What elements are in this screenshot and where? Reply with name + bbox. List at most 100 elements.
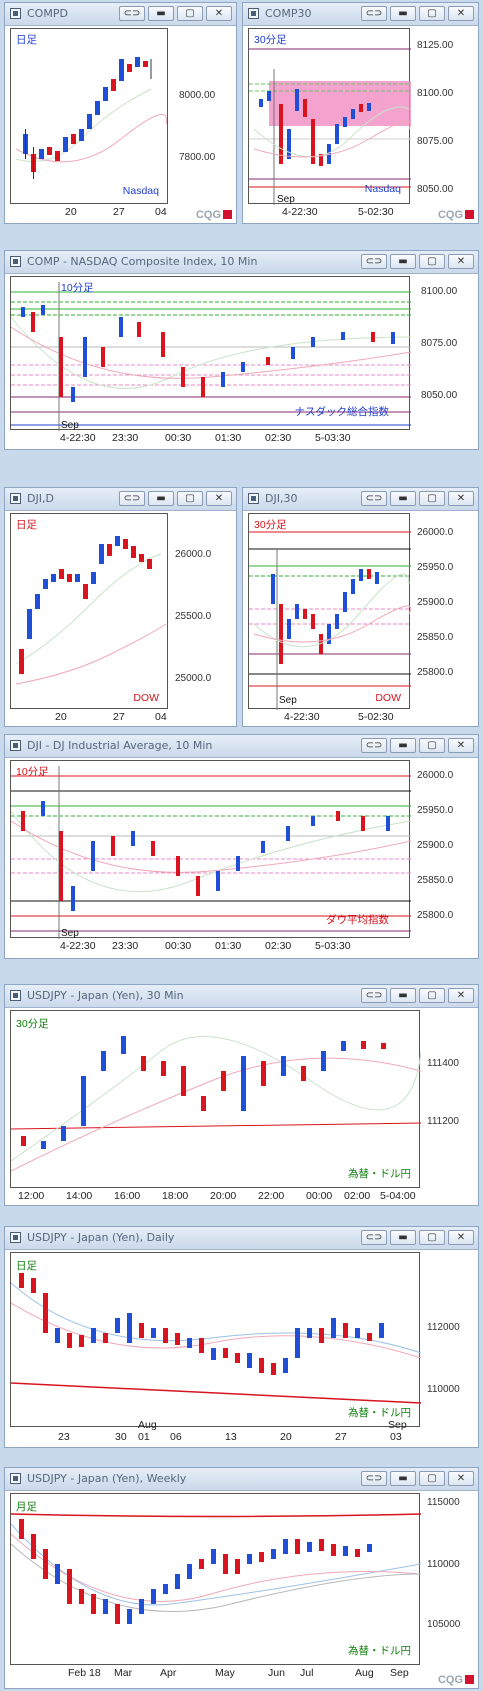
maximize-button[interactable]: ▢ [177,491,203,506]
window-app-icon [248,8,259,19]
y-axis: 26000.0 25950.0 25900.0 25850.0 25800.0 [413,760,475,938]
title-bar[interactable]: USDJPY - Japan (Yen), 30 Min ⊂⊃ ▬ ▢ ✕ [5,985,478,1008]
index-label: ナスダック総合指数 [294,406,390,418]
window-title: COMPD [27,7,68,20]
y-tick: 110000 [427,1384,460,1395]
title-bar[interactable]: USDJPY - Japan (Yen), Weekly ⊂⊃ ▬ ▢ ✕ [5,1468,478,1491]
maximize-button[interactable]: ▢ [419,988,445,1003]
minimize-button[interactable]: ▬ [390,6,416,21]
x-axis: 4-22:30 23:30 00:30 01:30 02:30 5-03:30 [10,430,410,448]
close-button[interactable]: ✕ [448,491,474,506]
maximize-button[interactable]: ▢ [419,738,445,753]
window-comp-10min: COMP - NASDAQ Composite Index, 10 Min ⊂⊃… [4,250,479,450]
link-button[interactable]: ⊂⊃ [361,254,387,269]
minimize-button[interactable]: ▬ [390,1471,416,1486]
y-tick: 8050.00 [417,184,454,195]
title-bar[interactable]: DJI,30 ⊂⊃ ▬ ▢ ✕ [243,488,478,511]
candlestick-chart [15,57,167,179]
x-tick: 27 [113,711,125,723]
x-tick: 01:30 [215,940,242,952]
minimize-button[interactable]: ▬ [148,6,174,21]
window-app-icon [10,740,21,751]
index-label: Nasdaq [122,185,159,197]
close-button[interactable]: ✕ [206,6,232,21]
y-axis: 26000.0 25500.0 25000.0 [171,513,233,709]
close-button[interactable]: ✕ [448,254,474,269]
period-label: 30分足 [16,1018,49,1030]
x-axis: 4-22:30 5-02:30 [248,709,410,727]
close-button[interactable]: ✕ [206,491,232,506]
close-button[interactable]: ✕ [448,988,474,1003]
window-usdjpy-weekly: USDJPY - Japan (Yen), Weekly ⊂⊃ ▬ ▢ ✕ [4,1467,479,1689]
maximize-button[interactable]: ▢ [419,1230,445,1245]
maximize-button[interactable]: ▢ [419,491,445,506]
title-bar[interactable]: DJI - DJ Industrial Average, 10 Min ⊂⊃ ▬… [5,735,478,758]
period-label: 日足 [16,34,37,46]
minimize-button[interactable]: ▬ [148,491,174,506]
chart-area[interactable]: 日足 Nasdaq [10,28,168,204]
x-tick: 4-22:30 [60,432,96,444]
index-label: 為替・ドル円 [348,1645,411,1657]
sep-label: Sep [61,420,79,431]
link-button[interactable]: ⊂⊃ [361,6,387,21]
link-button[interactable]: ⊂⊃ [361,738,387,753]
close-button[interactable]: ✕ [448,6,474,21]
y-tick: 110000 [427,1559,460,1570]
window-title: USDJPY - Japan (Yen), 30 Min [27,989,184,1002]
minimize-button[interactable]: ▬ [390,988,416,1003]
title-bar[interactable]: COMP30 ⊂⊃ ▬ ▢ ✕ [243,3,478,26]
link-button[interactable]: ⊂⊃ [119,6,145,21]
window-app-icon [10,493,21,504]
chart-area[interactable]: 日足 DOW [10,513,168,709]
candles [23,57,152,179]
link-button[interactable]: ⊂⊃ [361,491,387,506]
title-bar[interactable]: DJI,D ⊂⊃ ▬ ▢ ✕ [5,488,236,511]
close-button[interactable]: ✕ [448,1471,474,1486]
minimize-button[interactable]: ▬ [390,491,416,506]
chart-area[interactable]: 日足 為替・ドル円 [10,1252,421,1427]
window-title: COMP - NASDAQ Composite Index, 10 Min [27,255,258,268]
x-axis: 4-22:30 5-02:30 [248,204,410,222]
maximize-button[interactable]: ▢ [419,1471,445,1486]
candlestick-chart [11,1273,421,1404]
x-axis: 20 27 04 [10,709,168,727]
window-title: DJI,D [27,492,54,505]
period-label: 10分足 [61,282,94,294]
chart-area[interactable]: 10分足 ナスダック総合指数 Sep [10,276,411,431]
candlestick-chart [11,1513,421,1624]
title-bar[interactable]: USDJPY - Japan (Yen), Daily ⊂⊃ ▬ ▢ ✕ [5,1227,478,1250]
x-tick: 02:30 [265,940,292,952]
index-label: ダウ平均指数 [326,914,389,926]
window-dji-30: DJI,30 ⊂⊃ ▬ ▢ ✕ [242,487,479,727]
chart-area[interactable]: 月足 為替・ドル円 [10,1493,421,1665]
link-button[interactable]: ⊂⊃ [361,988,387,1003]
minimize-button[interactable]: ▬ [390,738,416,753]
maximize-button[interactable]: ▢ [419,6,445,21]
chart-area[interactable]: 30分足 Nasdaq Sep [248,28,411,205]
close-button[interactable]: ✕ [448,738,474,753]
title-bar[interactable]: COMPD ⊂⊃ ▬ ▢ ✕ [5,3,236,26]
maximize-button[interactable]: ▢ [419,254,445,269]
title-bar[interactable]: COMP - NASDAQ Composite Index, 10 Min ⊂⊃… [5,251,478,274]
close-button[interactable]: ✕ [448,1230,474,1245]
x-tick: 30 [115,1431,127,1443]
link-button[interactable]: ⊂⊃ [361,1471,387,1486]
chart-area[interactable]: 30分足 DOW Sep [248,513,411,710]
link-button[interactable]: ⊂⊃ [361,1230,387,1245]
link-button[interactable]: ⊂⊃ [119,491,145,506]
y-tick: 105000 [427,1619,461,1630]
x-tick: 5-03:30 [315,432,351,444]
candlestick-chart [11,766,411,939]
index-label: Nasdaq [364,183,401,195]
minimize-button[interactable]: ▬ [390,1230,416,1245]
chart-area[interactable]: 10分足 ダウ平均指数 Sep [10,760,411,939]
y-tick: 25950.0 [417,805,454,816]
x-tick: Aug [355,1667,374,1679]
minimize-button[interactable]: ▬ [390,254,416,269]
y-tick: 25800.0 [417,667,454,678]
y-tick: 8075.00 [417,136,454,147]
y-tick: 25900.0 [417,840,454,851]
maximize-button[interactable]: ▢ [177,6,203,21]
chart-area[interactable]: 30分足 為替・ドル円 [10,1010,421,1188]
y-tick: 8100.00 [421,286,458,297]
